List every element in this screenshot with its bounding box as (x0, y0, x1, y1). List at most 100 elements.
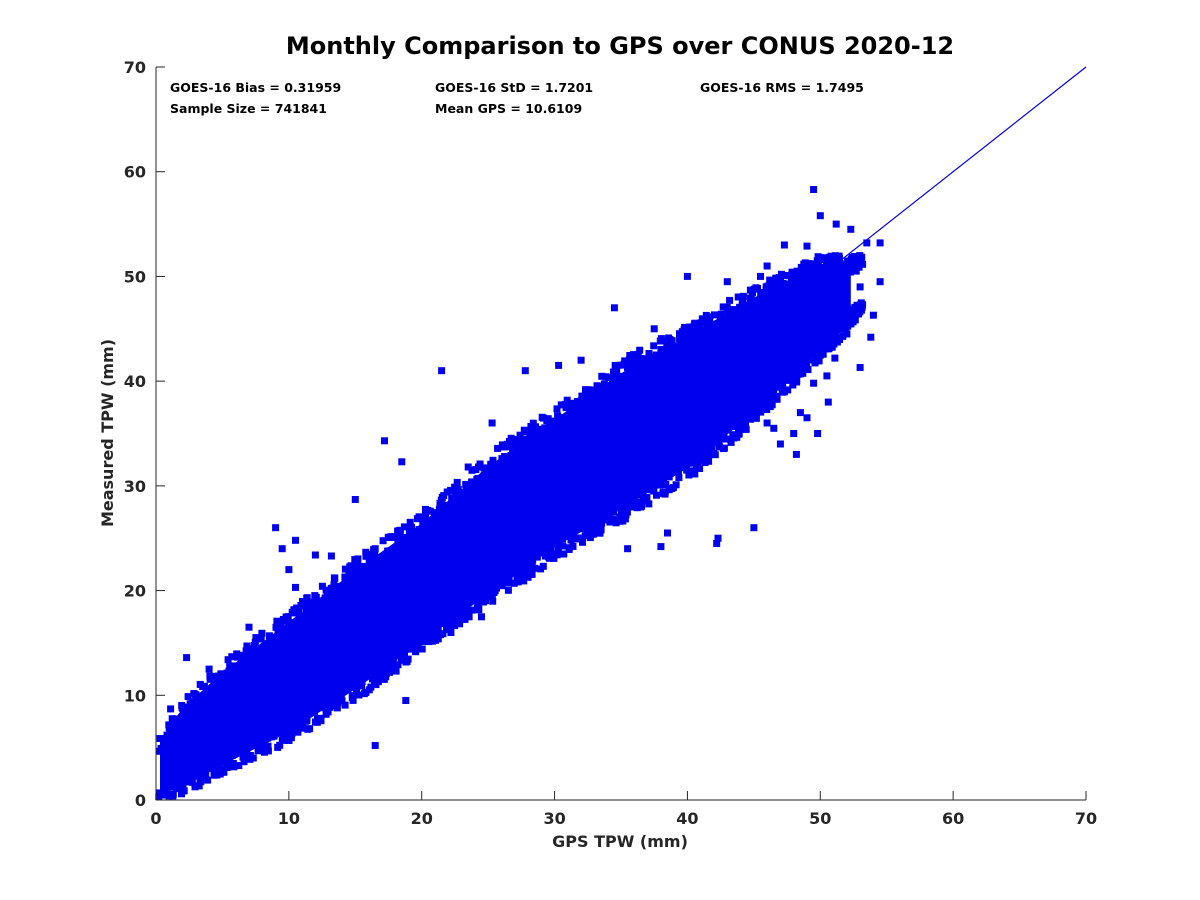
data-point (739, 298, 747, 306)
data-point (545, 536, 553, 544)
data-point (577, 510, 585, 518)
data-point (353, 560, 361, 568)
data-point (200, 682, 208, 690)
data-point (246, 755, 254, 763)
data-point (407, 523, 415, 531)
data-point (320, 606, 328, 614)
stat-rms: GOES-16 RMS = 1.7495 (700, 80, 864, 95)
data-point (174, 772, 182, 780)
data-point (833, 338, 841, 346)
data-point (552, 524, 559, 532)
data-point (302, 717, 310, 725)
data-point (487, 460, 495, 468)
data-point (814, 338, 822, 346)
data-point (536, 532, 544, 540)
data-point (636, 346, 644, 354)
data-point (666, 346, 674, 354)
y-axis-ticks: 0 10 20 30 40 50 60 70 (124, 58, 165, 810)
data-point (464, 463, 472, 471)
data-point (828, 257, 836, 265)
data-point (749, 301, 757, 309)
data-point (814, 430, 822, 437)
data-point (292, 536, 299, 544)
data-point (229, 667, 237, 675)
data-point (790, 430, 798, 437)
data-point (856, 283, 864, 291)
data-point (535, 542, 543, 550)
data-point (702, 336, 710, 344)
data-point (625, 496, 633, 504)
data-point (254, 747, 262, 755)
data-point (661, 357, 669, 365)
data-point (836, 325, 844, 333)
data-point (259, 735, 267, 743)
data-point (341, 676, 349, 684)
data-point (451, 487, 459, 495)
data-point (789, 381, 797, 389)
data-point (160, 742, 168, 750)
data-point (358, 682, 365, 690)
data-point (823, 372, 831, 380)
stat-bias: GOES-16 Bias = 0.31959 (170, 80, 341, 95)
data-point (375, 672, 383, 680)
chart-title: Monthly Comparison to GPS over CONUS 202… (286, 32, 954, 60)
data-point (663, 342, 671, 350)
data-point (347, 676, 355, 684)
data-point (697, 434, 705, 441)
data-point (395, 527, 403, 535)
data-point (822, 339, 830, 347)
data-point (681, 450, 689, 458)
data-point (361, 658, 369, 666)
data-point (195, 766, 203, 774)
data-point (691, 320, 699, 327)
data-point (180, 713, 188, 721)
data-point (249, 648, 257, 656)
data-point (504, 456, 511, 464)
data-point (264, 742, 272, 750)
data-point (265, 729, 272, 736)
data-point (263, 724, 271, 732)
data-point (624, 545, 632, 553)
data-point (201, 768, 209, 776)
data-point (553, 551, 561, 559)
y-tick-label: 0 (135, 791, 146, 810)
data-point (213, 756, 221, 764)
data-point (579, 404, 587, 412)
data-point (772, 274, 780, 282)
data-point (677, 331, 685, 339)
data-point (465, 493, 473, 501)
data-point (458, 615, 466, 623)
data-point (483, 472, 491, 480)
data-point (698, 453, 706, 460)
data-point (354, 555, 362, 563)
data-point (278, 545, 286, 553)
data-point (331, 639, 339, 647)
data-point (215, 672, 222, 680)
x-axis-ticks: 0 10 20 30 40 50 60 70 (150, 791, 1097, 828)
data-point (803, 358, 811, 366)
data-point (669, 352, 677, 360)
data-point (577, 517, 585, 525)
data-point (229, 743, 237, 751)
data-point (697, 319, 705, 327)
data-point (436, 515, 444, 523)
data-point (645, 500, 653, 508)
data-point (786, 294, 794, 302)
data-point (398, 458, 406, 466)
data-point (490, 589, 498, 596)
data-point (656, 466, 664, 474)
data-point (569, 415, 577, 423)
data-point (284, 613, 292, 621)
data-point (350, 668, 358, 676)
data-point (273, 617, 281, 625)
data-point (675, 447, 683, 454)
data-point (374, 678, 382, 686)
data-point (516, 431, 524, 439)
data-point (313, 718, 321, 726)
data-point (647, 478, 655, 486)
data-point (567, 536, 575, 544)
data-point (463, 503, 471, 510)
data-point (637, 503, 645, 511)
data-point (327, 552, 335, 560)
data-point (826, 314, 834, 322)
